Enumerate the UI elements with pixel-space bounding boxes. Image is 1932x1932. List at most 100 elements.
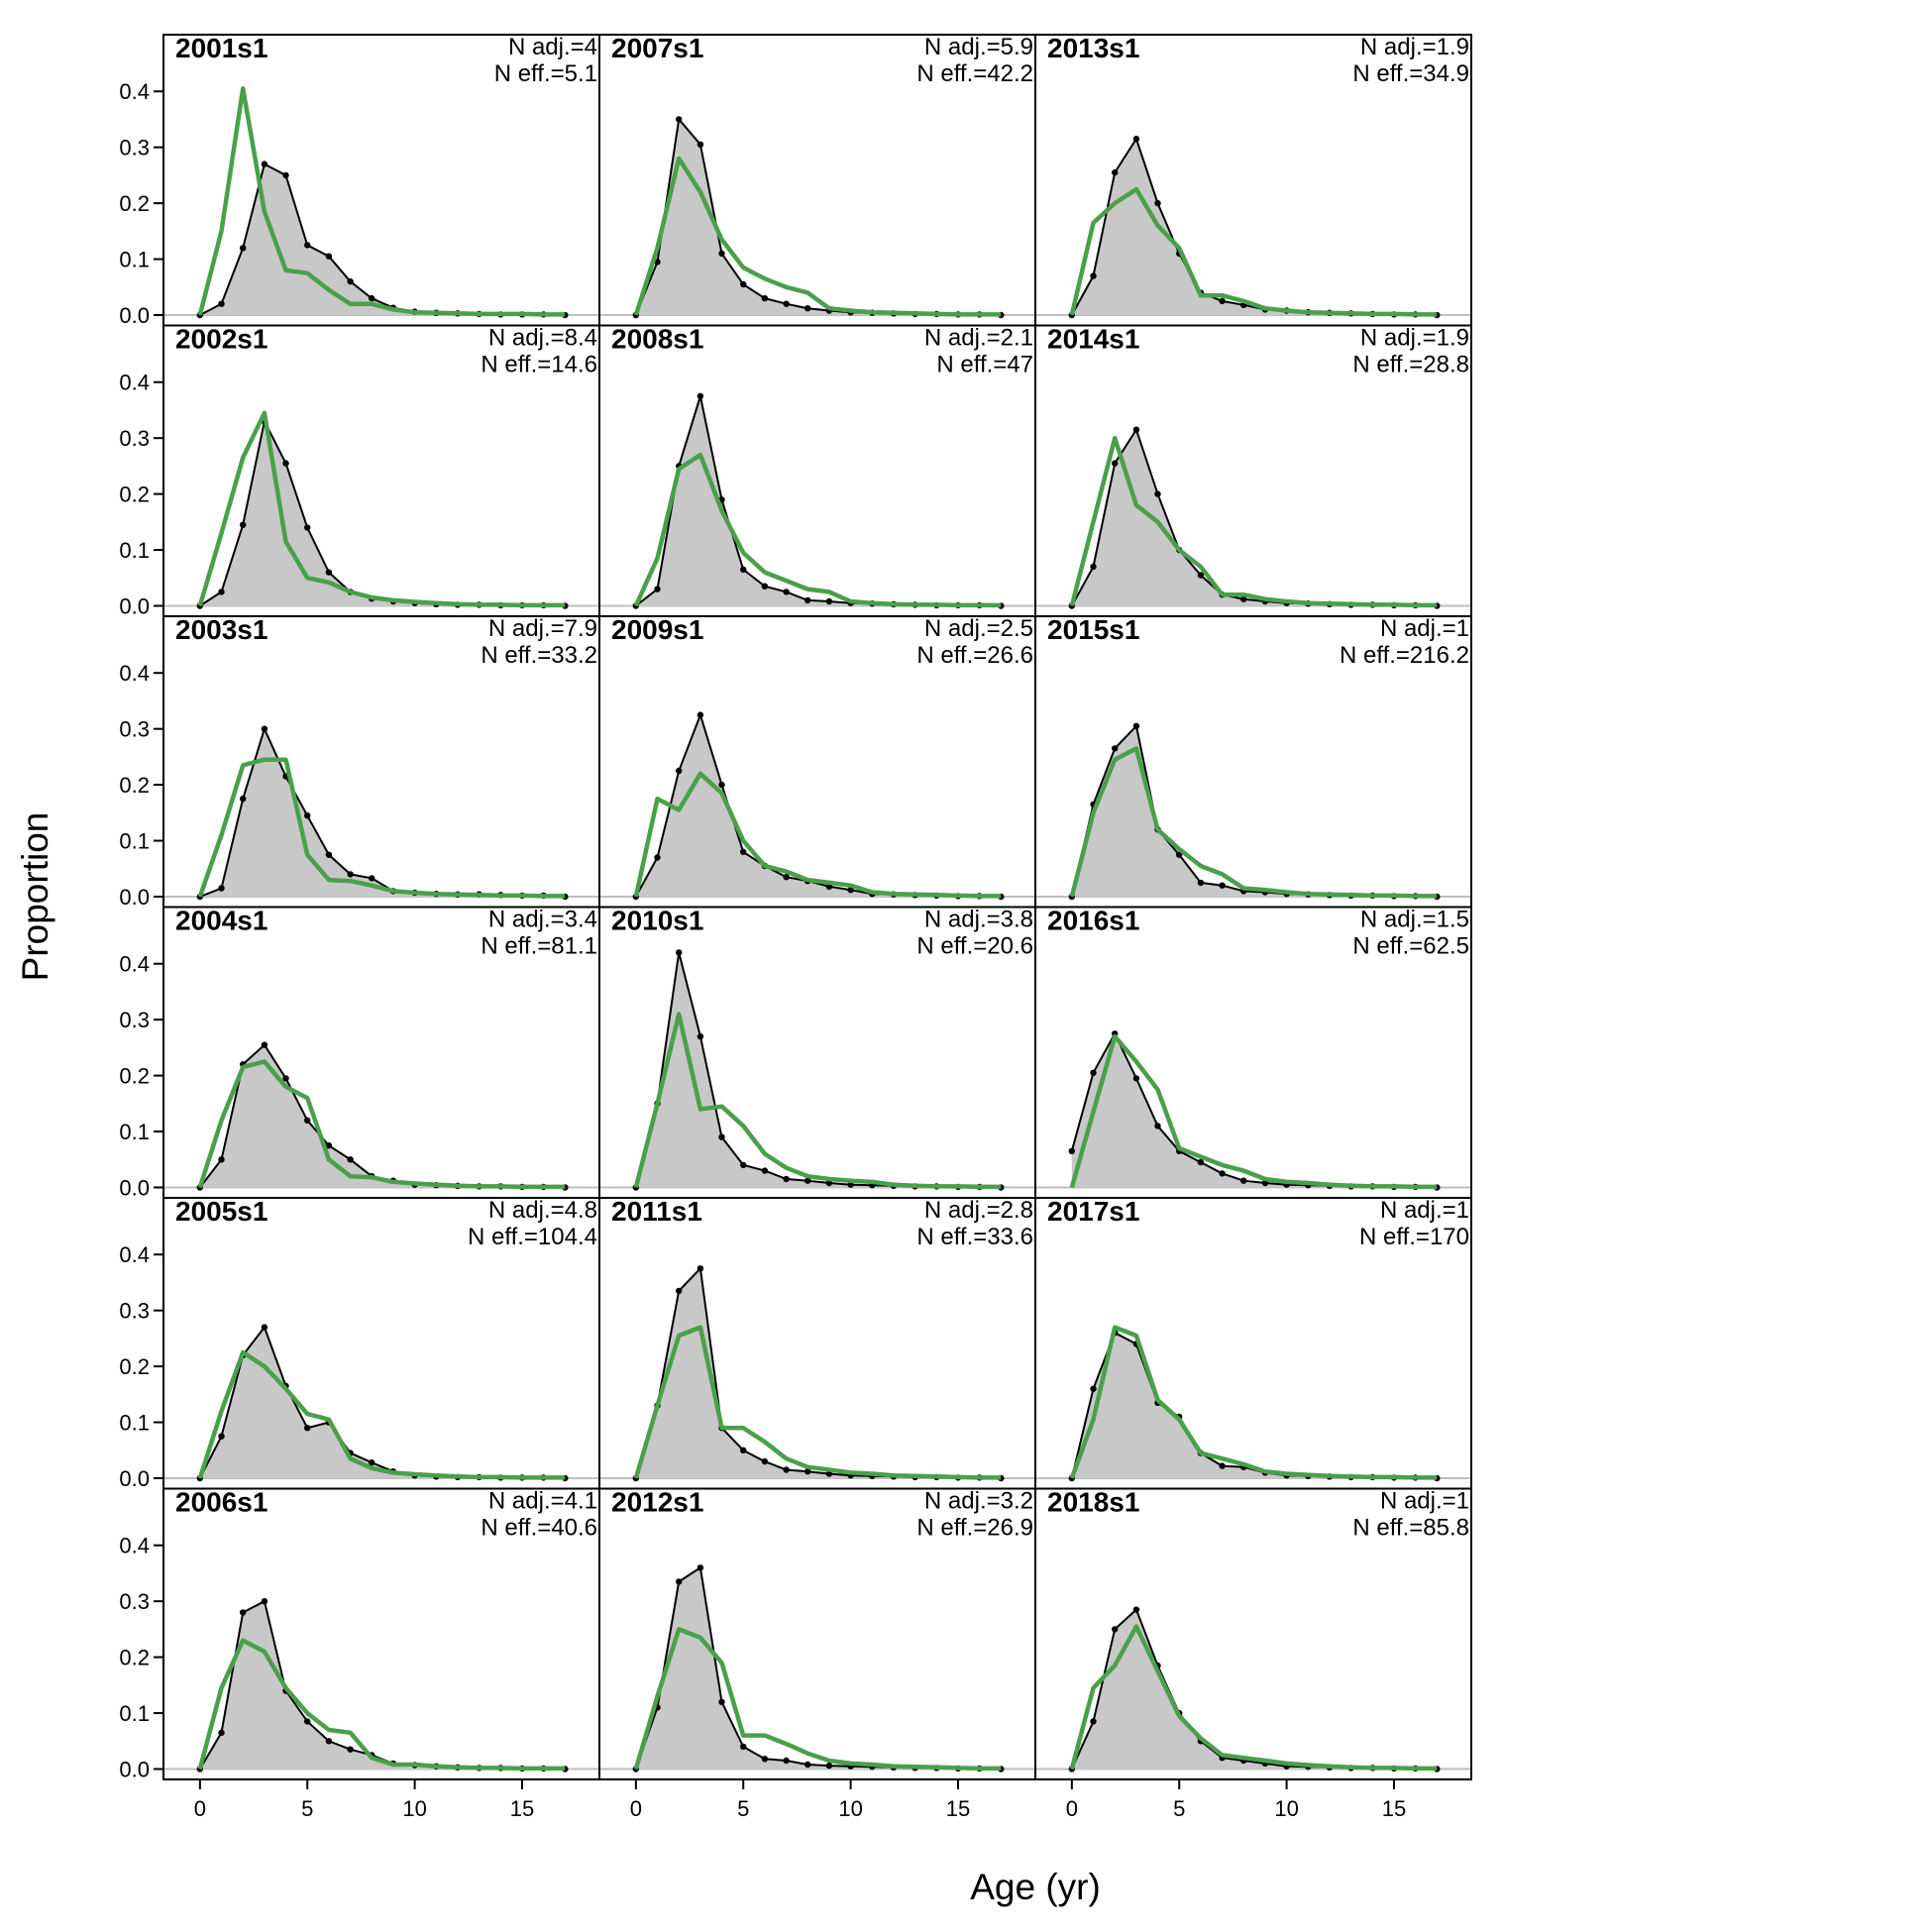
observed-point [740, 848, 747, 855]
expected-line [197, 86, 566, 317]
panel-2013s1: 2013s1 N adj.=1.9N eff.=34.9 [1034, 33, 1472, 327]
observed-point [218, 300, 225, 307]
observed-point [347, 871, 354, 878]
expected-line [633, 156, 1002, 317]
observed-point [1219, 1170, 1226, 1177]
observed-point [1090, 563, 1097, 571]
n-adj-label: N adj.=1 [1380, 615, 1469, 642]
observed-point [1112, 1626, 1119, 1633]
y-tick-label: 0.0 [119, 303, 150, 328]
observed-point [1090, 1718, 1097, 1725]
y-tick-label: 0.2 [119, 1064, 150, 1089]
observed-point [1132, 1075, 1140, 1082]
observed-point [761, 1457, 769, 1465]
n-adj-label: N adj.=1.9 [1360, 325, 1469, 352]
observed-point [1132, 722, 1140, 729]
n-eff-label: N eff.=20.6 [916, 933, 1033, 960]
observed-point [740, 1743, 747, 1751]
observed-point [325, 253, 333, 260]
observed-point [261, 161, 268, 167]
observed-point [825, 1762, 833, 1770]
x-axis-title: Age (yr) [970, 1867, 1101, 1907]
expected-line [197, 757, 566, 899]
observed-point [1112, 168, 1119, 176]
expected-line [1069, 435, 1438, 608]
y-tick-label: 0.3 [119, 426, 150, 451]
panel-2006s1: 2006s1 N adj.=4.1N eff.=40.6 [162, 1487, 600, 1780]
observed-point [369, 294, 376, 302]
n-eff-label: N eff.=62.5 [1352, 933, 1469, 960]
observed-area [199, 1601, 566, 1770]
n-adj-label: N adj.=2.5 [924, 615, 1033, 642]
n-eff-label: N eff.=26.6 [916, 642, 1033, 669]
panel-2015s1: 2015s1 N adj.=1N eff.=216.2 [1034, 614, 1472, 909]
y-tick-label: 0.1 [119, 538, 150, 563]
n-adj-label: N adj.=3.8 [924, 907, 1033, 933]
observed-point [783, 1757, 790, 1765]
x-tick-label: 10 [402, 1796, 426, 1821]
observed-point [740, 280, 747, 288]
observed-point [1090, 272, 1097, 279]
observed-area [199, 728, 566, 897]
observed-point [654, 259, 661, 266]
observed-point [325, 851, 333, 858]
y-tick-label: 0.4 [119, 371, 150, 395]
observed-point [282, 460, 289, 467]
panel-2008s1: 2008s1 N adj.=2.1N eff.=47 [598, 324, 1036, 617]
y-tick-label: 0.2 [119, 773, 150, 798]
expected-line [633, 1627, 1002, 1771]
n-eff-label: N eff.=5.1 [494, 60, 597, 87]
x-tick-label: 15 [1382, 1796, 1406, 1821]
y-tick-label: 0.4 [119, 79, 150, 104]
observed-point [805, 305, 811, 312]
observed-point [654, 586, 661, 592]
observed-area [1071, 1609, 1438, 1770]
observed-point [697, 392, 704, 399]
panel-2002s1: 2002s1 N adj.=8.4N eff.=14.6 [162, 324, 600, 617]
y-tick-label: 0.1 [119, 829, 150, 854]
observed-point [1219, 882, 1226, 889]
n-eff-label: N eff.=26.9 [916, 1515, 1033, 1542]
observed-point [697, 1032, 704, 1040]
observed-area [635, 1268, 1002, 1478]
observed-area [1071, 1333, 1438, 1478]
y-tick-label: 0.4 [119, 1242, 150, 1267]
panel-label: 2001s1 [175, 33, 268, 63]
expected-line [633, 771, 1002, 899]
observed-point [740, 566, 747, 573]
observed-point [261, 1324, 268, 1331]
observed-point [761, 583, 769, 590]
x-tick-label: 10 [838, 1796, 862, 1821]
n-adj-label: N adj.=1 [1380, 1488, 1469, 1515]
panel-label: 2016s1 [1047, 906, 1139, 936]
panel-2007s1: 2007s1 N adj.=5.9N eff.=42.2 [598, 33, 1036, 327]
y-tick-label: 0.2 [119, 1646, 150, 1670]
y-tick-label: 0.2 [119, 483, 150, 507]
expected-line [1069, 186, 1438, 317]
expected-line [633, 1012, 1002, 1190]
observed-point [347, 277, 354, 285]
n-adj-label: N adj.=3.4 [488, 907, 597, 933]
observed-point [1154, 199, 1161, 207]
y-tick-label: 0.2 [119, 191, 150, 216]
panel-2011s1: 2011s1 N adj.=2.8N eff.=33.6 [598, 1196, 1036, 1490]
observed-point [676, 1578, 683, 1585]
x-tick-label: 10 [1274, 1796, 1298, 1821]
n-adj-label: N adj.=7.9 [488, 615, 597, 642]
y-tick-label: 0.3 [119, 136, 150, 161]
observed-point [697, 1564, 704, 1571]
n-adj-label: N adj.=4.1 [488, 1488, 597, 1515]
y-tick-label: 0.1 [119, 248, 150, 272]
y-tick-label: 0.3 [119, 1589, 150, 1614]
panel-label: 2008s1 [611, 324, 703, 355]
y-tick-label: 0.4 [119, 661, 150, 686]
observed-point [1112, 460, 1119, 467]
expected-line [633, 1325, 1002, 1480]
y-tick-label: 0.0 [119, 1758, 150, 1782]
observed-area [635, 952, 1002, 1188]
n-eff-label: N eff.=85.8 [1352, 1515, 1469, 1542]
observed-point [805, 1177, 811, 1184]
observed-point [718, 250, 725, 258]
observed-point [825, 597, 833, 605]
y-tick-label: 0.4 [119, 1534, 150, 1558]
